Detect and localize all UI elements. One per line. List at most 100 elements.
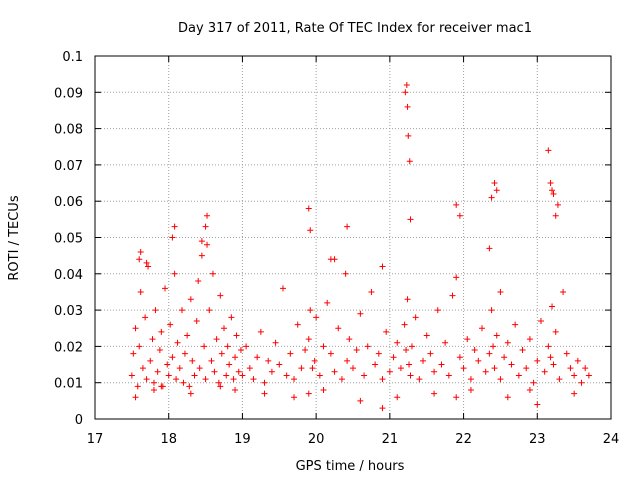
data-point [224,343,231,350]
data-point [294,321,301,328]
data-point [174,339,181,346]
data-point [401,321,408,328]
data-point [475,357,482,364]
data-point [215,379,222,386]
data-point [180,379,187,386]
data-point [291,394,298,401]
data-point [201,343,208,350]
x-axis: 17 18 19 20 21 22 23 24 [87,56,619,447]
data-point [196,365,203,372]
data-point [508,361,515,368]
data-point [181,350,188,357]
x-tick-label: 19 [234,432,251,447]
y-axis: 0 0.01 0.02 0.03 0.04 0.05 0.06 0.07 0.08 0.09 0.1 [54,50,611,428]
data-point [541,368,548,375]
data-point [254,354,261,361]
data-point [357,310,364,317]
data-point [504,339,511,346]
data-point [361,372,368,379]
data-point [501,354,508,361]
data-point [156,347,163,354]
data-point [406,361,413,368]
data-point [545,147,552,154]
y-tick-label: 0 [75,413,83,428]
data-point [407,372,414,379]
data-point [526,336,533,343]
data-point [137,249,144,256]
data-point [406,158,413,165]
data-point [434,307,441,314]
data-point [571,390,578,397]
data-point [342,270,349,277]
data-point [309,365,316,372]
data-point [206,307,213,314]
data-point [305,336,312,343]
data-point [467,386,474,393]
data-point [132,325,139,332]
data-point [445,372,452,379]
y-tick-label: 0.1 [62,50,83,65]
data-point [574,357,581,364]
data-point [431,390,438,397]
data-point [152,307,159,314]
data-point [143,259,150,266]
data-point [526,386,533,393]
x-tick-label: 22 [455,432,472,447]
data-point [202,376,209,383]
data-point [128,372,135,379]
data-point [239,372,246,379]
data-point [431,368,438,375]
data-point [547,354,554,361]
grid-lines [95,56,611,419]
data-point [137,288,144,295]
data-point [134,383,141,390]
data-point [279,285,286,292]
data-point [571,372,578,379]
data-point [311,357,318,364]
data-point [132,394,139,401]
data-point [491,365,498,372]
data-point [233,332,240,339]
data-point [338,376,345,383]
data-point [479,325,485,332]
data-point [490,343,497,350]
data-point [383,328,390,335]
chart-title: Day 317 of 2011, Rate Of TEC Index for r… [178,21,532,36]
data-point [427,350,434,357]
data-point [130,350,137,357]
data-point [449,292,456,299]
data-point [453,201,460,208]
y-tick-label: 0.09 [54,86,83,101]
data-point [283,372,290,379]
data-point [291,376,298,383]
data-point [243,343,250,350]
data-point [261,390,268,397]
data-point [550,190,557,197]
data-point [189,357,196,364]
data-point [307,227,314,234]
data-point [169,354,176,361]
data-point [456,354,463,361]
data-point [313,314,320,321]
data-point [504,394,511,401]
data-point [467,376,474,383]
data-point [549,303,556,310]
data-point [327,350,334,357]
data-point [195,278,202,285]
data-point [390,354,397,361]
data-point [364,343,371,350]
x-tick-label: 23 [529,432,546,447]
data-point [368,288,375,295]
data-point [250,376,257,383]
data-point [407,216,414,223]
data-point [394,339,401,346]
data-point [582,365,589,372]
data-point [169,234,176,241]
x-tick-label: 21 [382,432,399,447]
data-point [198,252,205,259]
data-point [523,365,530,372]
data-point [165,372,172,379]
data-point [420,357,427,364]
data-point [530,379,537,386]
